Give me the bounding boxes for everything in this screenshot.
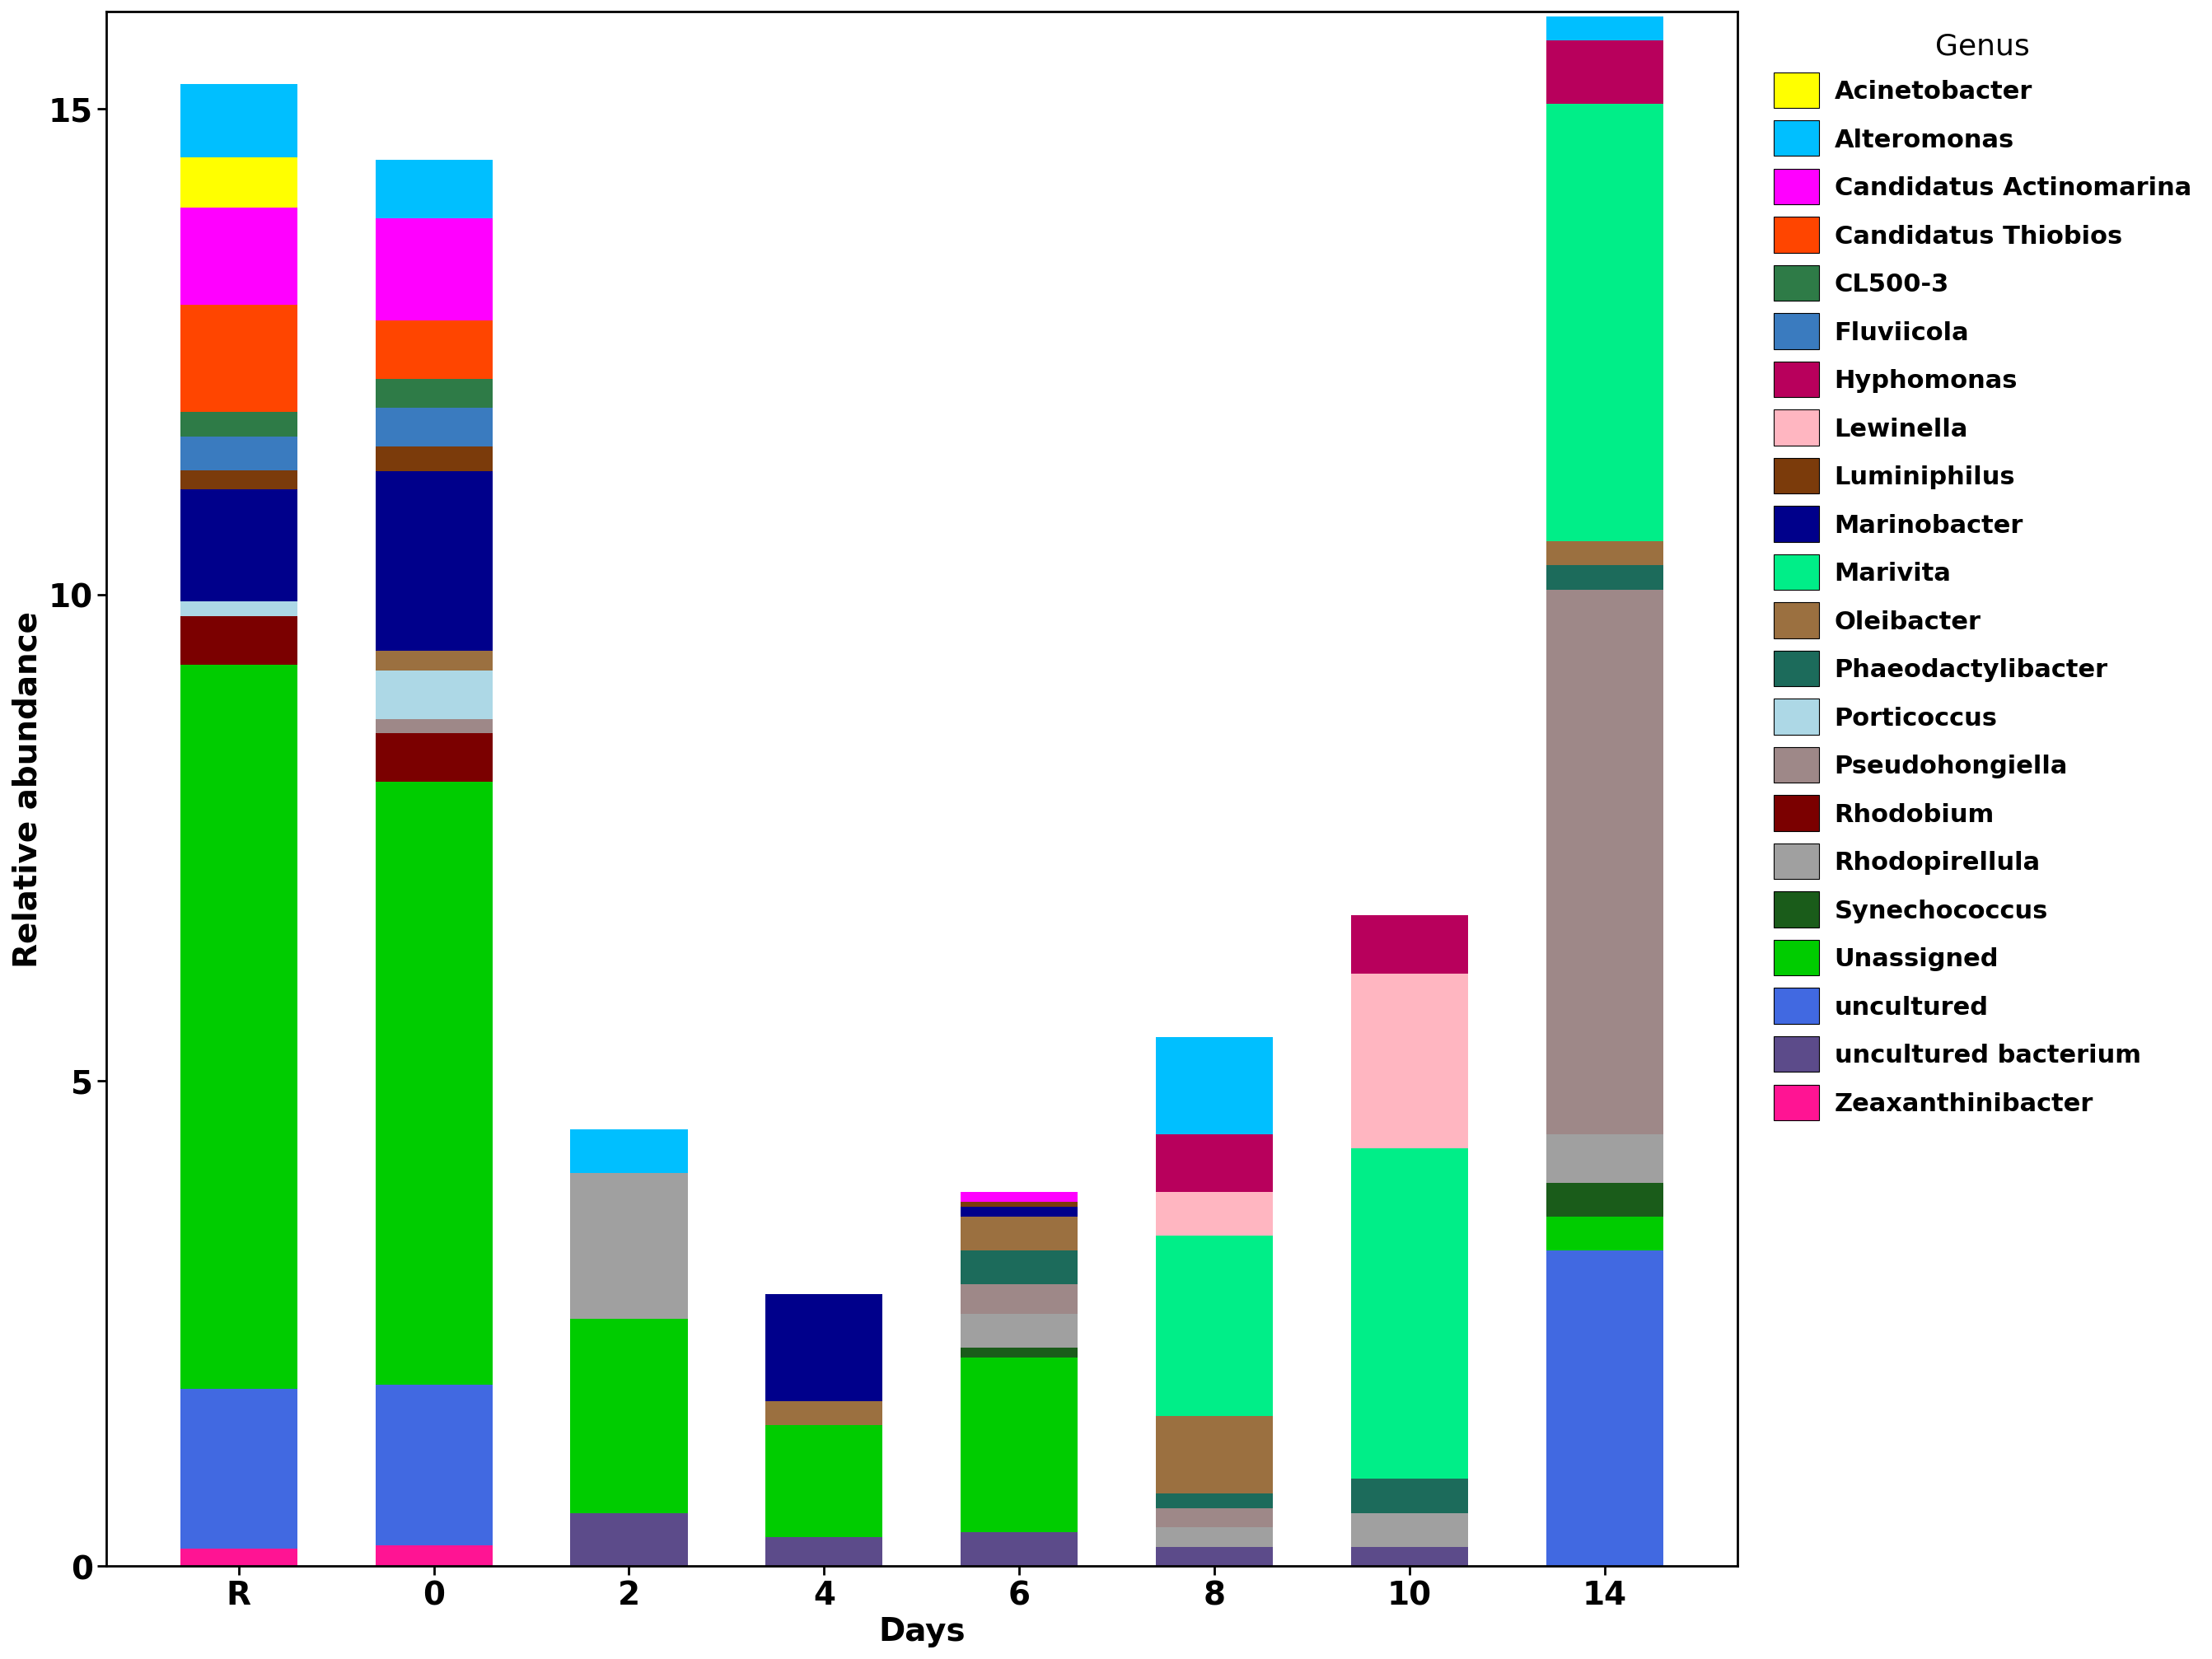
Bar [179,158,296,209]
Bar [571,1513,688,1566]
Bar [1157,1546,1272,1566]
Bar [1352,916,1469,974]
Bar [179,665,296,1389]
Bar [1546,1251,1663,1566]
Bar [1157,1493,1272,1508]
Bar [179,209,296,305]
Bar [1546,17,1663,41]
Bar [376,670,493,720]
Bar [571,1130,688,1173]
Bar [376,720,493,733]
Bar [376,1545,493,1566]
Bar [376,733,493,783]
Bar [376,408,493,448]
Bar [376,380,493,408]
Bar [1157,1135,1272,1193]
Bar [1157,1193,1272,1236]
Bar [960,1533,1077,1566]
Bar [960,1357,1077,1533]
Bar [1546,591,1663,1135]
Bar [960,1203,1077,1208]
Bar [571,1319,688,1513]
Bar [765,1538,883,1566]
Bar [179,436,296,471]
Legend: Acinetobacter, Alteromonas, Candidatus Actinomarina, Candidatus Thiobios, CL500-: Acinetobacter, Alteromonas, Candidatus A… [1767,25,2199,1128]
Bar [1546,1216,1663,1251]
Bar [376,322,493,380]
Bar [765,1425,883,1538]
Bar [765,1294,883,1402]
Bar [1546,566,1663,591]
Bar [571,1173,688,1319]
Bar [960,1347,1077,1357]
Bar [1546,1183,1663,1216]
Bar [179,305,296,413]
Bar [1546,542,1663,566]
Bar [960,1284,1077,1314]
Bar [376,1385,493,1545]
Bar [1157,1528,1272,1546]
Bar [179,1550,296,1566]
Bar [179,85,296,158]
Bar [179,602,296,617]
Bar [960,1208,1077,1216]
Bar [1352,1478,1469,1513]
Bar [179,471,296,489]
Bar [179,617,296,665]
Bar [1352,1148,1469,1478]
Bar [179,489,296,602]
Bar [960,1251,1077,1284]
Bar [960,1193,1077,1203]
Bar [1352,1513,1469,1546]
Bar [376,471,493,652]
Bar [1352,1546,1469,1566]
Bar [1157,1236,1272,1415]
Bar [1546,1135,1663,1183]
Bar [376,219,493,322]
Bar [179,1389,296,1550]
Bar [1352,974,1469,1148]
Bar [1546,41,1663,105]
Bar [376,448,493,471]
Bar [765,1402,883,1425]
Bar [1157,1508,1272,1528]
Bar [960,1216,1077,1251]
Bar [960,1314,1077,1347]
Bar [179,413,296,436]
Bar [376,783,493,1385]
X-axis label: Days: Days [878,1616,964,1647]
Bar [376,652,493,670]
Bar [1157,1037,1272,1135]
Y-axis label: Relative abundance: Relative abundance [13,611,44,967]
Bar [1157,1415,1272,1493]
Bar [1546,105,1663,542]
Bar [376,161,493,219]
